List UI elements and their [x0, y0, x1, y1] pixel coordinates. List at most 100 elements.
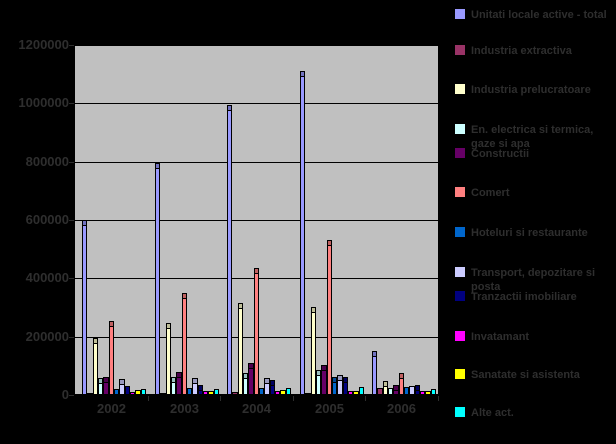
x-axis-label: 2002: [97, 401, 126, 416]
bar: [119, 379, 125, 395]
bar-cap: [177, 373, 181, 378]
bar-cap: [332, 378, 337, 383]
bar: [300, 71, 306, 395]
bar-group: [155, 45, 219, 395]
legend-swatch: [455, 124, 465, 134]
legend-label: Invatamant: [471, 331, 530, 343]
bar: [227, 105, 233, 395]
bar: [393, 385, 399, 395]
bar: [264, 378, 270, 395]
bar-cap: [109, 322, 113, 327]
bar: [165, 323, 171, 395]
bar-cap: [373, 352, 377, 357]
bar: [414, 385, 420, 395]
bar-group: [372, 45, 436, 395]
bar-cap: [394, 386, 398, 391]
bar: [208, 391, 214, 395]
bar-cap: [98, 379, 103, 384]
bar: [269, 380, 275, 395]
bar: [181, 293, 187, 395]
bar-cap: [120, 380, 124, 385]
bar: [425, 391, 431, 395]
bar: [342, 377, 348, 395]
bar-cap: [383, 382, 387, 387]
bar-cap: [193, 379, 197, 384]
bar: [232, 392, 238, 395]
x-axis-tick: [293, 396, 294, 401]
x-axis-label: 2005: [315, 401, 344, 416]
bar: [124, 386, 130, 395]
legend-item: Invatamant: [455, 330, 529, 344]
plot-area: [75, 45, 438, 395]
legend-item: Sanatate si asistenta: [455, 368, 580, 382]
bar: [353, 391, 359, 395]
gridline: [75, 103, 438, 104]
legend-label: Industria extractiva: [471, 45, 572, 57]
bar: [409, 386, 415, 395]
legend-swatch: [455, 9, 465, 19]
gridline: [75, 220, 438, 221]
bar-cap: [243, 374, 248, 379]
bar-cap: [316, 371, 321, 376]
bar: [108, 321, 114, 395]
bar: [192, 378, 198, 395]
bar: [285, 388, 291, 395]
bar: [170, 377, 177, 395]
bar: [140, 389, 146, 395]
y-axis-tick: [69, 103, 74, 104]
bar: [237, 303, 243, 395]
legend-item: Industria prelucratoare: [455, 83, 591, 97]
bar-cap: [171, 378, 176, 383]
x-axis-label: 2006: [387, 401, 416, 416]
legend-item: Alte act.: [455, 406, 514, 420]
bar-cap: [156, 164, 160, 169]
legend-item: Constructii: [455, 147, 529, 161]
bar: [186, 388, 193, 395]
legend-label: Constructii: [471, 148, 530, 160]
gridline: [75, 162, 438, 163]
y-axis-tick: [69, 162, 74, 163]
y-axis-label: 200000: [25, 329, 69, 344]
legend-item: En. electrica si termica, gaze si apa: [455, 123, 609, 151]
bar-cap: [228, 106, 232, 111]
bar-cap: [104, 378, 108, 383]
bar-cap: [301, 72, 305, 77]
legend-label: En. electrica si termica, gaze si apa: [471, 124, 594, 150]
bar-cap: [343, 378, 347, 383]
legend-swatch: [455, 148, 465, 158]
legend-label: Alte act.: [471, 407, 514, 419]
bar: [129, 392, 136, 395]
bar: [258, 388, 265, 395]
legend-swatch: [455, 369, 465, 379]
bar: [197, 385, 203, 395]
legend-item: Hoteluri si restaurante: [455, 226, 588, 240]
legend-label: Transport, depozitare si posta: [471, 267, 596, 293]
x-axis-tick: [438, 396, 439, 401]
bar: [135, 390, 141, 395]
y-axis-tick: [69, 220, 74, 221]
bar: [213, 389, 219, 395]
bar: [321, 365, 327, 395]
bar-cap: [182, 294, 186, 299]
legend-item: Tranzactii imobiliare: [455, 290, 577, 304]
bar: [92, 338, 98, 395]
y-axis-label: 1200000: [18, 37, 69, 52]
bar: [331, 377, 338, 395]
bar-group: [300, 45, 364, 395]
y-axis-line: [73, 44, 75, 397]
legend-label: Tranzactii imobiliare: [471, 291, 577, 303]
bar: [97, 378, 104, 395]
bar-group: [82, 45, 146, 395]
y-axis-label: 800000: [25, 154, 69, 169]
bar: [113, 389, 120, 395]
legend-label: Industria prelucratoare: [471, 84, 591, 96]
bar: [253, 268, 259, 395]
bar: [242, 373, 249, 395]
legend-item: Comert: [455, 186, 510, 200]
bar: [176, 372, 182, 395]
x-axis-label: 2003: [170, 401, 199, 416]
bar-cap: [322, 366, 326, 371]
bar-cap: [327, 241, 331, 246]
bar: [310, 307, 316, 395]
